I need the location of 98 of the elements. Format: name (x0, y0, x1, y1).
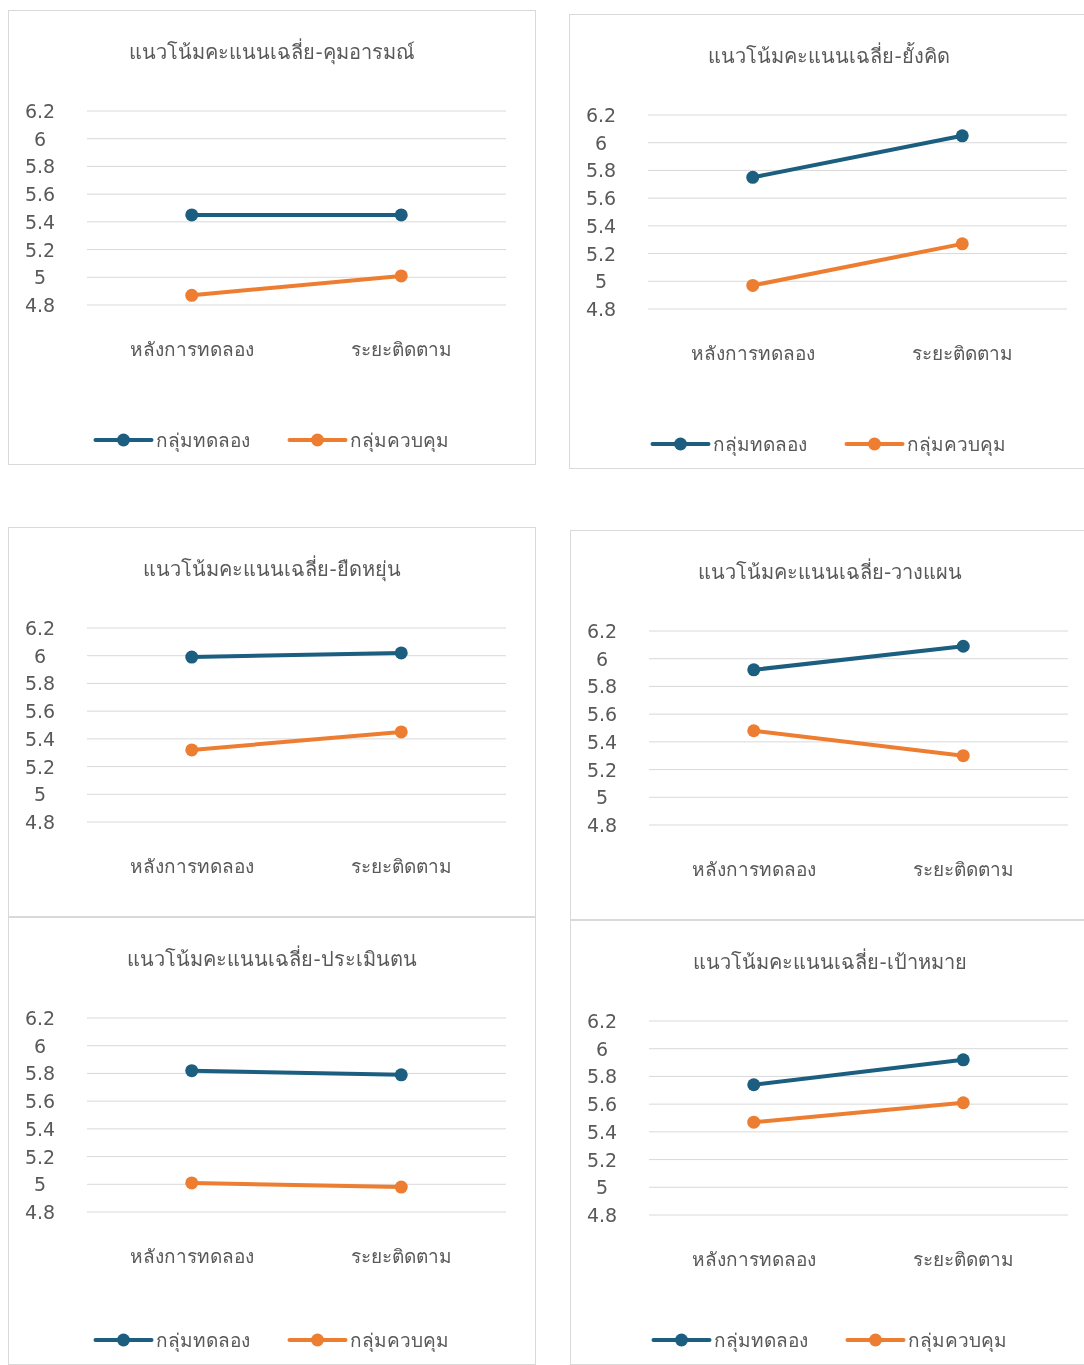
y-tick-label: 5.4 (24, 727, 56, 750)
y-tick-label: 6 (595, 1037, 609, 1060)
y-tick-label: 6.2 (585, 104, 617, 126)
y-tick-label: 4.8 (586, 814, 618, 836)
y-tick-label: 6 (33, 1034, 47, 1057)
y-tick-label: 5.6 (586, 1093, 618, 1116)
point (185, 1064, 199, 1078)
y-tick-label: 5.2 (24, 755, 56, 778)
y-tick-label: 6.2 (24, 617, 56, 639)
y-tick-label: 5 (595, 786, 609, 809)
point (746, 170, 760, 184)
y-tick-label: 4.8 (586, 1204, 618, 1226)
legend-label: กลุ่มทดลอง (713, 1329, 808, 1353)
point (394, 725, 408, 739)
chart-title: แนวโน้มคะแนนเฉลี่ย-ยืดหยุ่น (143, 555, 401, 582)
point (394, 269, 408, 283)
x-tick-label: หลังการทดลอง (691, 858, 816, 880)
x-tick-label: ระยะติดตาม (912, 1248, 1014, 1270)
point (394, 208, 408, 222)
y-tick-label: 4.8 (585, 298, 617, 320)
chart-title: แนวโน้มคะแนนเฉลี่ย-ประเมินตน (127, 945, 417, 971)
point (185, 743, 199, 757)
y-tick-label: 5.2 (24, 238, 56, 261)
y-tick-label: 6.2 (24, 1007, 56, 1029)
x-tick-label: ระยะติดตาม (911, 342, 1013, 364)
y-tick-label: 6 (33, 127, 47, 150)
y-tick-label: 5.4 (24, 210, 56, 233)
y-tick-label: 5 (595, 1176, 609, 1199)
point (956, 1096, 970, 1110)
y-tick-label: 5.6 (24, 183, 56, 206)
y-tick-label: 5.2 (586, 758, 618, 781)
legend-label: กลุ่มทดลอง (712, 433, 807, 457)
x-tick-label: ระยะติดตาม (350, 855, 452, 877)
point (747, 724, 761, 738)
y-tick-label: 4.8 (24, 1201, 56, 1223)
y-tick-label: 5.2 (24, 1145, 56, 1168)
chart-title: แนวโน้มคะแนนเฉลี่ย-วางแผน (697, 558, 963, 584)
point (394, 1068, 408, 1082)
legend-label: กลุ่มควบคุม (906, 433, 1006, 457)
point (955, 129, 969, 143)
y-tick-label: 5.2 (585, 242, 617, 265)
legend-label: กลุ่มควบคุม (349, 1329, 449, 1353)
x-tick-label: หลังการทดลอง (129, 338, 254, 360)
point (956, 1053, 970, 1067)
y-tick-label: 5.6 (24, 700, 56, 723)
point (394, 646, 408, 660)
x-tick-label: ระยะติดตาม (350, 338, 452, 360)
y-tick-label: 5.8 (24, 155, 56, 178)
point (747, 1115, 761, 1129)
legend-label: กลุ่มควบคุม (349, 429, 449, 453)
point (956, 639, 970, 653)
chart-title: แนวโน้มคะแนนเฉลี่ย-ยั้งคิด (708, 42, 950, 68)
x-tick-label: หลังการทดลอง (690, 342, 815, 364)
y-tick-label: 6.2 (586, 620, 618, 642)
point (746, 278, 760, 292)
x-tick-label: หลังการทดลอง (691, 1248, 816, 1270)
y-tick-label: 5 (594, 270, 608, 293)
chart-title: แนวโน้มคะแนนเฉลี่ย-คุมอารมณ์ (129, 38, 415, 65)
y-tick-label: 4.8 (24, 811, 56, 833)
y-tick-label: 5.8 (586, 1065, 618, 1088)
point (185, 650, 199, 664)
y-tick-label: 5.6 (586, 703, 618, 726)
legend-label: กลุ่มทดลอง (155, 1329, 250, 1353)
x-tick-label: หลังการทดลอง (129, 1245, 254, 1267)
point (747, 663, 761, 677)
point (956, 749, 970, 763)
y-tick-label: 5.4 (586, 1120, 618, 1143)
legend-label: กลุ่มทดลอง (155, 429, 250, 453)
point (185, 1176, 199, 1190)
y-tick-label: 4.8 (24, 294, 56, 316)
y-tick-label: 5.4 (585, 214, 617, 237)
legend-label: กลุ่มควบคุม (907, 1329, 1007, 1353)
y-tick-label: 5.8 (24, 1062, 56, 1085)
point (185, 288, 199, 302)
y-tick-label: 5 (33, 1173, 47, 1196)
point (747, 1078, 761, 1092)
y-tick-label: 5.8 (586, 675, 618, 698)
y-tick-label: 6.2 (586, 1010, 618, 1032)
chart-title: แนวโน้มคะแนนเฉลี่ย-เป้าหมาย (693, 948, 967, 974)
x-tick-label: ระยะติดตาม (912, 858, 1014, 880)
y-tick-label: 5.2 (586, 1148, 618, 1171)
x-tick-label: ระยะติดตาม (350, 1245, 452, 1267)
y-tick-label: 5.8 (24, 672, 56, 695)
point (394, 1180, 408, 1194)
y-tick-label: 5.4 (24, 1117, 56, 1140)
y-tick-label: 6.2 (24, 100, 56, 122)
y-tick-label: 6 (33, 644, 47, 667)
y-tick-label: 5.6 (24, 1090, 56, 1113)
y-tick-label: 5 (33, 783, 47, 806)
x-tick-label: หลังการทดลอง (129, 855, 254, 877)
point (185, 208, 199, 222)
y-tick-label: 6 (595, 647, 609, 670)
y-tick-label: 5.8 (585, 159, 617, 182)
y-tick-label: 6 (594, 131, 608, 154)
y-tick-label: 5.6 (585, 187, 617, 210)
point (955, 237, 969, 251)
y-tick-label: 5.4 (586, 730, 618, 753)
y-tick-label: 5 (33, 266, 47, 289)
